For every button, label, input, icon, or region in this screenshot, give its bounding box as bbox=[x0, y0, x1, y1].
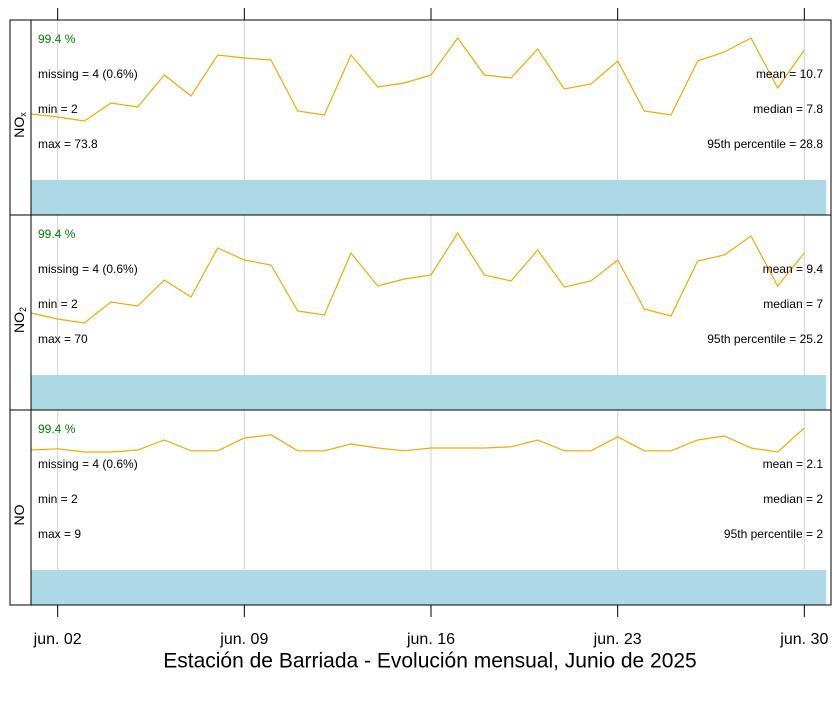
stat-right: median = 7 bbox=[763, 297, 823, 311]
data-line bbox=[30, 427, 805, 453]
panel-label-main: NO bbox=[11, 504, 27, 525]
panel-label: NOx bbox=[11, 112, 29, 138]
capture-bar bbox=[31, 375, 827, 410]
panel-frame bbox=[9, 409, 832, 606]
stat-left: min = 2 bbox=[38, 102, 78, 116]
x-tick-label: jun. 23 bbox=[593, 631, 642, 648]
x-tick-label: jun. 16 bbox=[406, 631, 455, 648]
stat-right: mean = 10.7 bbox=[756, 67, 823, 81]
stat-right: 95th percentile = 28.8 bbox=[707, 137, 823, 151]
capture-bar bbox=[31, 180, 827, 215]
stat-left: max = 73.8 bbox=[38, 137, 98, 151]
stat-right: median = 2 bbox=[763, 492, 823, 506]
capture-bar bbox=[31, 570, 827, 605]
capture-label: 99.4 % bbox=[38, 227, 76, 241]
chart-title: Estación de Barriada - Evolución mensual… bbox=[163, 650, 697, 673]
stat-left: min = 2 bbox=[38, 492, 78, 506]
stat-left: missing = 4 (0.6%) bbox=[38, 457, 138, 471]
stat-right: 95th percentile = 25.2 bbox=[707, 332, 823, 346]
capture-label: 99.4 % bbox=[38, 422, 76, 436]
x-tick-label: jun. 30 bbox=[779, 631, 828, 648]
stat-left: max = 9 bbox=[38, 527, 81, 541]
x-tick-label: jun. 09 bbox=[219, 631, 268, 648]
panel-label-main: NO bbox=[11, 117, 27, 138]
x-tick-label: jun. 02 bbox=[33, 631, 82, 648]
stat-right: mean = 9.4 bbox=[763, 262, 824, 276]
panel-label-main: NO bbox=[11, 312, 27, 333]
stat-right: mean = 2.1 bbox=[763, 457, 824, 471]
capture-label: 99.4 % bbox=[38, 32, 76, 46]
stat-left: missing = 4 (0.6%) bbox=[38, 262, 138, 276]
data-line bbox=[30, 36, 805, 122]
stat-left: min = 2 bbox=[38, 297, 78, 311]
panel-label: NO2 bbox=[11, 307, 29, 333]
stat-right: median = 7.8 bbox=[753, 102, 823, 116]
data-line bbox=[30, 231, 805, 324]
panel-label-sub: x bbox=[18, 112, 28, 117]
panel-label: NO bbox=[11, 504, 27, 525]
stat-left: max = 70 bbox=[38, 332, 88, 346]
stat-right: 95th percentile = 2 bbox=[724, 527, 823, 541]
stat-left: missing = 4 (0.6%) bbox=[38, 67, 138, 81]
panel-label-sub: 2 bbox=[18, 307, 28, 312]
